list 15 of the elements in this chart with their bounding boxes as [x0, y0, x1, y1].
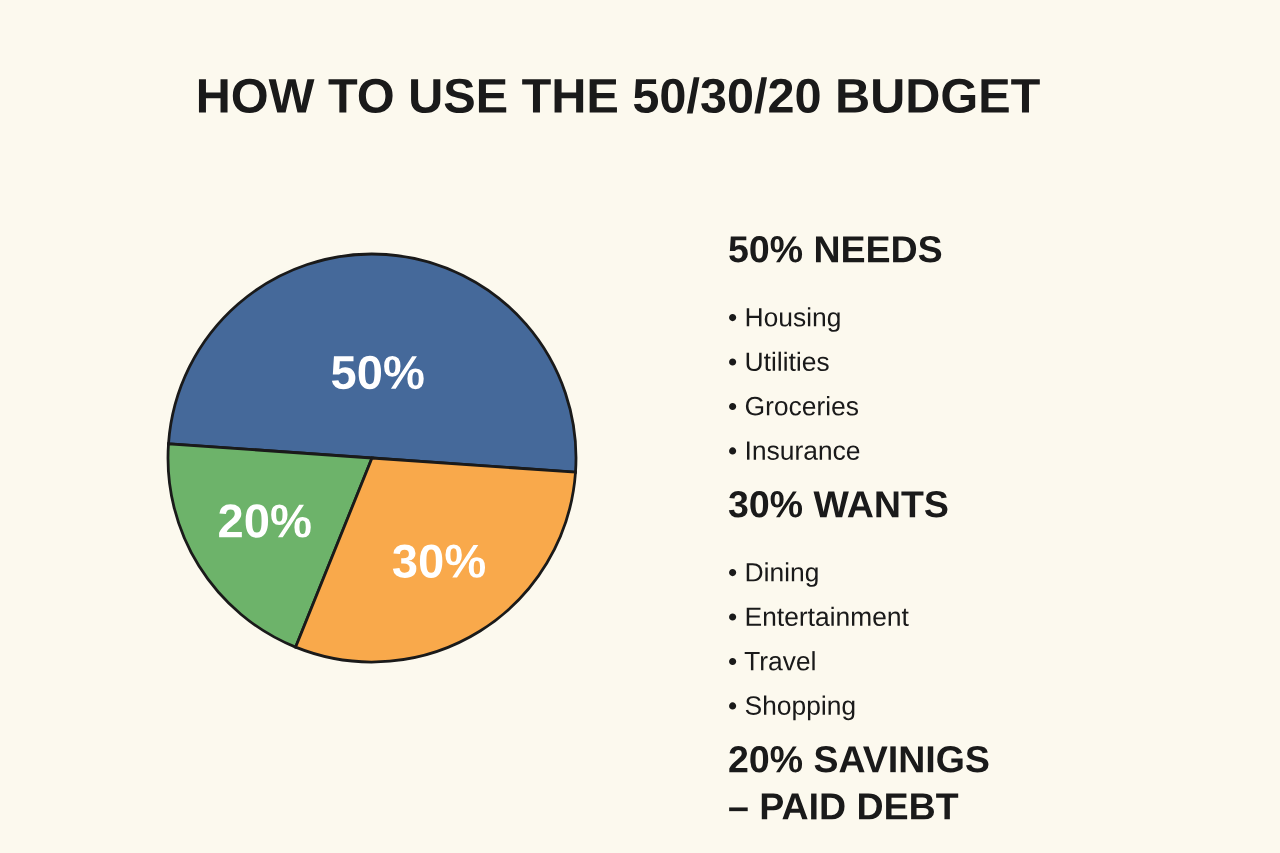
data-label: 20%: [219, 504, 311, 538]
text: • Insurance: [729, 441, 860, 460]
text: • Dining: [729, 562, 818, 587]
text: • Entertainment: [729, 606, 909, 627]
data-label: 30%: [392, 544, 486, 578]
text: 30% WANTS: [728, 490, 948, 518]
chart-title: HOW TO USE THE 50/30/20 BUDGET: [198, 77, 1040, 114]
text: 50% NEEDS: [729, 235, 942, 263]
text: • Utilities: [729, 351, 829, 372]
text: • Travel: [729, 651, 815, 671]
data-label: 50%: [331, 355, 424, 390]
text: • Shopping: [729, 695, 855, 721]
text: 20% SAVINIGS – PAID DEBT: [729, 745, 989, 820]
text: • Housing: [729, 307, 840, 332]
text: • Groceries: [729, 396, 858, 416]
